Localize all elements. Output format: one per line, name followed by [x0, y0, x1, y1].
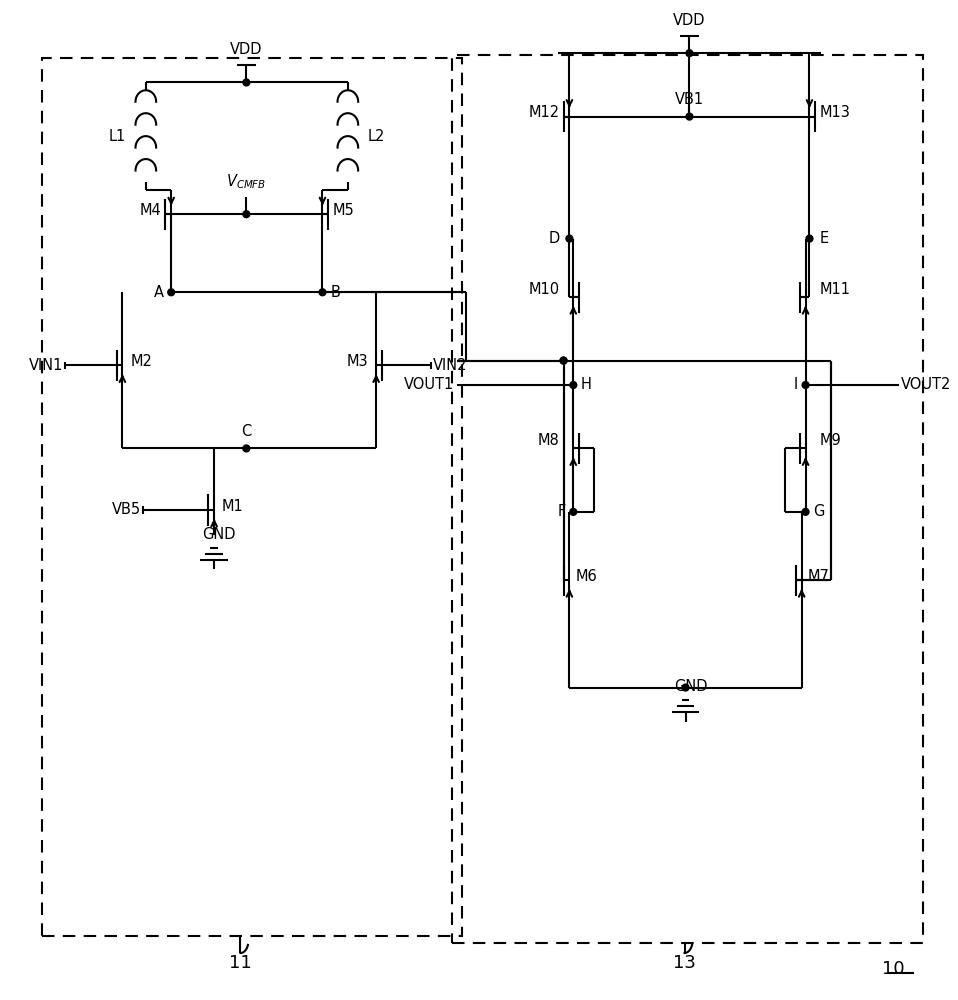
Circle shape [570, 382, 577, 388]
Text: M4: M4 [140, 203, 162, 218]
Text: F: F [558, 504, 565, 519]
Circle shape [168, 289, 174, 296]
Text: M7: M7 [808, 569, 830, 584]
Text: VB5: VB5 [112, 502, 141, 517]
Circle shape [686, 113, 693, 120]
Circle shape [806, 235, 813, 242]
Text: 11: 11 [229, 954, 252, 972]
Text: H: H [582, 377, 592, 392]
Circle shape [802, 382, 809, 388]
Text: M12: M12 [529, 105, 559, 120]
Circle shape [560, 357, 567, 364]
Circle shape [243, 445, 250, 452]
Circle shape [243, 79, 250, 86]
Bar [42, 58, 462, 936]
Circle shape [570, 508, 577, 515]
Text: VOUT2: VOUT2 [901, 377, 951, 392]
Circle shape [560, 357, 567, 364]
Circle shape [686, 50, 693, 57]
Text: E: E [819, 231, 829, 246]
Text: C: C [241, 424, 252, 439]
Text: M1: M1 [222, 499, 243, 514]
Text: VOUT1: VOUT1 [404, 377, 454, 392]
Text: L1: L1 [109, 129, 126, 144]
Text: B: B [331, 285, 340, 300]
Text: G: G [813, 504, 825, 519]
Circle shape [319, 289, 326, 296]
Text: VB1: VB1 [674, 92, 704, 107]
Text: M6: M6 [575, 569, 597, 584]
Text: 13: 13 [673, 954, 696, 972]
Text: L2: L2 [367, 129, 385, 144]
Text: D: D [548, 231, 559, 246]
Text: M10: M10 [529, 282, 559, 297]
Text: VDD: VDD [230, 42, 262, 57]
Circle shape [243, 211, 250, 218]
Text: M8: M8 [537, 433, 559, 448]
Text: GND: GND [673, 679, 707, 694]
Text: 10: 10 [881, 960, 904, 978]
Text: M3: M3 [347, 354, 368, 369]
Text: M5: M5 [332, 203, 354, 218]
Circle shape [566, 235, 573, 242]
Text: M9: M9 [819, 433, 841, 448]
Text: M11: M11 [819, 282, 851, 297]
Text: VIN1: VIN1 [29, 358, 63, 373]
Text: VDD: VDD [673, 13, 706, 28]
Circle shape [682, 684, 689, 691]
Text: M2: M2 [130, 354, 152, 369]
Text: $V_{CMFB}$: $V_{CMFB}$ [226, 172, 266, 191]
Text: GND: GND [202, 527, 236, 542]
Text: VIN2: VIN2 [433, 358, 468, 373]
Text: M13: M13 [819, 105, 850, 120]
Text: A: A [153, 285, 164, 300]
Bar [452, 55, 923, 943]
Circle shape [802, 508, 809, 515]
Text: I: I [793, 377, 798, 392]
